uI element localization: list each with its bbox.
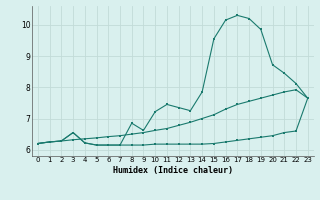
X-axis label: Humidex (Indice chaleur): Humidex (Indice chaleur) <box>113 166 233 175</box>
